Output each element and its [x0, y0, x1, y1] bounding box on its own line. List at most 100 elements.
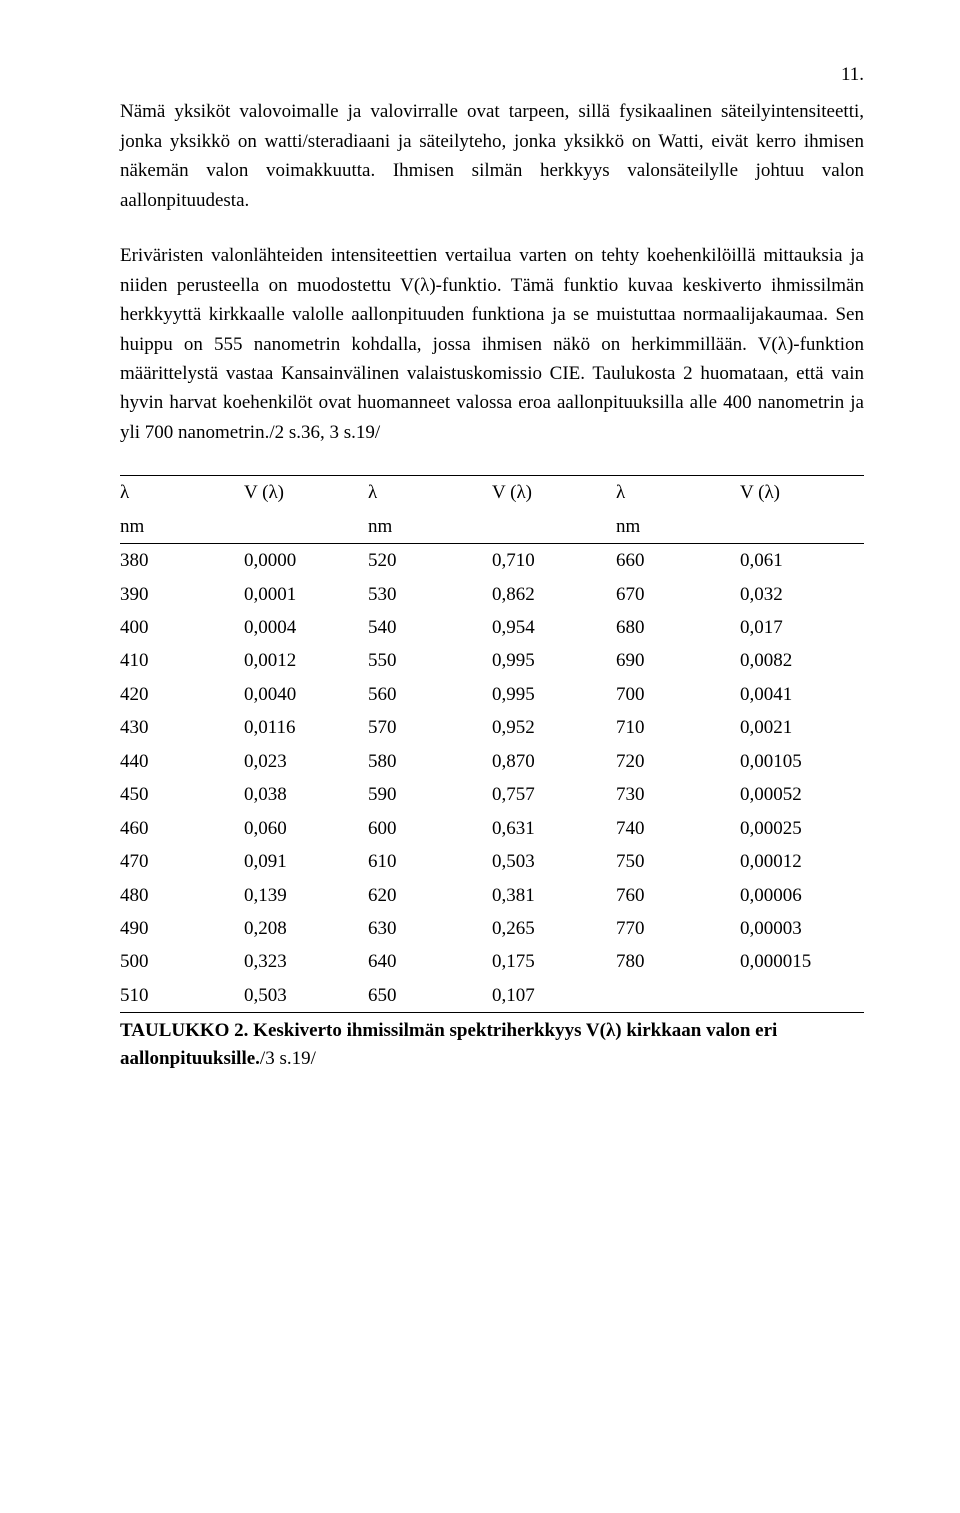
hdr-v-1: V (λ) — [244, 476, 368, 510]
table-cell: 0,503 — [244, 979, 368, 1013]
table-cell: 510 — [120, 979, 244, 1013]
table-cell: 640 — [368, 945, 492, 978]
table-cell: 0,0116 — [244, 711, 368, 744]
table-cell: 0,023 — [244, 745, 368, 778]
table-cell: 0,631 — [492, 812, 616, 845]
table-cell: 0,139 — [244, 879, 368, 912]
table-cell: 430 — [120, 711, 244, 744]
table-cell: 0,00052 — [740, 778, 864, 811]
table-cell: 0,00025 — [740, 812, 864, 845]
table-cell: 0,00012 — [740, 845, 864, 878]
table-cell: 0,107 — [492, 979, 616, 1013]
table-caption: TAULUKKO 2. Keskiverto ihmissilmän spekt… — [120, 1017, 864, 1072]
unit-nm-1: nm — [120, 510, 244, 544]
table-cell: 450 — [120, 778, 244, 811]
paragraph-1: Nämä yksiköt valovoimalle ja valovirrall… — [120, 97, 864, 215]
table-row: 3800,00005200,7106600,061 — [120, 544, 864, 577]
table-cell: 0,323 — [244, 945, 368, 978]
table-cell: 670 — [616, 578, 740, 611]
caption-tail: /3 s.19/ — [260, 1048, 316, 1069]
table-cell: 500 — [120, 945, 244, 978]
table-cell: 0,060 — [244, 812, 368, 845]
table-cell: 630 — [368, 912, 492, 945]
table-row: 4000,00045400,9546800,017 — [120, 611, 864, 644]
table-row: 4200,00405600,9957000,0041 — [120, 678, 864, 711]
vlambda-table: λ V (λ) λ V (λ) λ V (λ) nm nm nm 3800,00… — [120, 475, 864, 1013]
unit-blank-1 — [244, 510, 368, 544]
table-cell: 0,0021 — [740, 711, 864, 744]
unit-blank-3 — [740, 510, 864, 544]
table-cell: 0,0000 — [244, 544, 368, 577]
table-row: 4500,0385900,7577300,00052 — [120, 778, 864, 811]
table-cell: 0,00003 — [740, 912, 864, 945]
page-number: 11. — [120, 60, 864, 89]
table-cell: 490 — [120, 912, 244, 945]
unit-nm-3: nm — [616, 510, 740, 544]
table-cell: 710 — [616, 711, 740, 744]
table-cell: 0,061 — [740, 544, 864, 577]
table-cell: 720 — [616, 745, 740, 778]
table-cell: 0,870 — [492, 745, 616, 778]
table-row: 5100,5036500,107 — [120, 979, 864, 1013]
table-cell: 0,0001 — [244, 578, 368, 611]
table-cell: 690 — [616, 644, 740, 677]
table-row: 3900,00015300,8626700,032 — [120, 578, 864, 611]
table-cell: 590 — [368, 778, 492, 811]
table-cell: 750 — [616, 845, 740, 878]
unit-blank-2 — [492, 510, 616, 544]
table-cell: 440 — [120, 745, 244, 778]
table-cell: 580 — [368, 745, 492, 778]
table-row: 4300,01165700,9527100,0021 — [120, 711, 864, 744]
hdr-v-3: V (λ) — [740, 476, 864, 510]
table-cell: 570 — [368, 711, 492, 744]
table-cell: 0,017 — [740, 611, 864, 644]
table-cell: 460 — [120, 812, 244, 845]
table-cell: 0,175 — [492, 945, 616, 978]
table-cell: 550 — [368, 644, 492, 677]
table-row: 4700,0916100,5037500,00012 — [120, 845, 864, 878]
table-row: 4900,2086300,2657700,00003 — [120, 912, 864, 945]
table-cell: 0,00006 — [740, 879, 864, 912]
table-cell: 0,954 — [492, 611, 616, 644]
table-cell: 0,0012 — [244, 644, 368, 677]
table-cell: 740 — [616, 812, 740, 845]
table-cell: 400 — [120, 611, 244, 644]
table-cell: 0,862 — [492, 578, 616, 611]
table-cell: 0,091 — [244, 845, 368, 878]
table-cell — [616, 979, 740, 1013]
paragraph-2: Eriväristen valonlähteiden intensiteetti… — [120, 241, 864, 447]
table-cell: 560 — [368, 678, 492, 711]
hdr-lambda-1: λ — [120, 476, 244, 510]
table-cell: 530 — [368, 578, 492, 611]
hdr-v-2: V (λ) — [492, 476, 616, 510]
table-cell: 380 — [120, 544, 244, 577]
table-cell: 730 — [616, 778, 740, 811]
table-cell: 520 — [368, 544, 492, 577]
table-cell: 390 — [120, 578, 244, 611]
table-cell: 0,757 — [492, 778, 616, 811]
table-row: 4600,0606000,6317400,00025 — [120, 812, 864, 845]
table-cell: 0,0040 — [244, 678, 368, 711]
table-cell: 600 — [368, 812, 492, 845]
table-row: 4400,0235800,8707200,00105 — [120, 745, 864, 778]
table-cell: 620 — [368, 879, 492, 912]
table-cell: 470 — [120, 845, 244, 878]
table-cell: 0,710 — [492, 544, 616, 577]
table-cell: 0,265 — [492, 912, 616, 945]
table-row: 4100,00125500,9956900,0082 — [120, 644, 864, 677]
table-cell: 700 — [616, 678, 740, 711]
table-cell: 0,0082 — [740, 644, 864, 677]
table-cell: 0,000015 — [740, 945, 864, 978]
table-cell: 540 — [368, 611, 492, 644]
table-row: 4800,1396200,3817600,00006 — [120, 879, 864, 912]
table-cell: 0,952 — [492, 711, 616, 744]
hdr-lambda-3: λ — [616, 476, 740, 510]
table-cell: 660 — [616, 544, 740, 577]
table-cell: 0,00105 — [740, 745, 864, 778]
table-cell: 770 — [616, 912, 740, 945]
table-cell: 760 — [616, 879, 740, 912]
table-cell: 0,995 — [492, 644, 616, 677]
table-cell: 0,381 — [492, 879, 616, 912]
table-cell: 0,208 — [244, 912, 368, 945]
table-cell: 0,0004 — [244, 611, 368, 644]
